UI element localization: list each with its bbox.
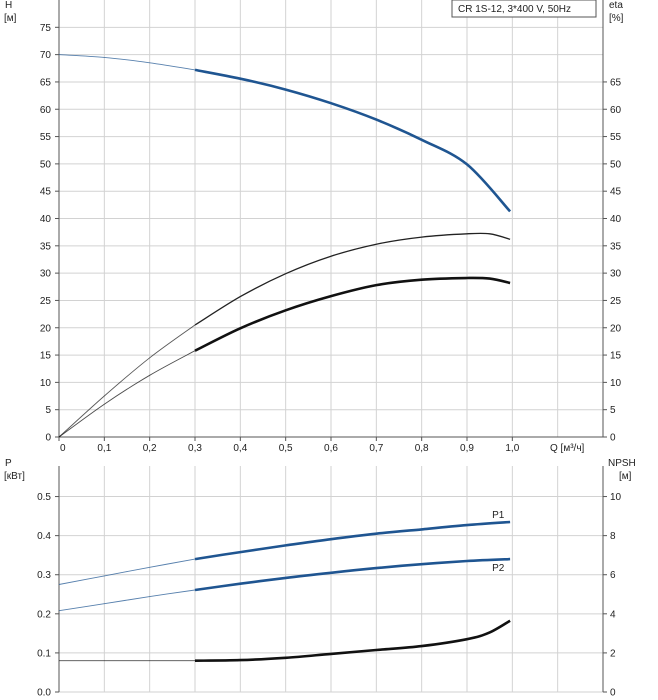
x-tick-label: 0,9 [460, 443, 474, 454]
y-right-tick-label: 10 [610, 378, 622, 389]
series-0-extrapolated-line [58, 558, 196, 585]
y-left-tick-label: 35 [40, 241, 52, 252]
y-left-tick-label: 0.5 [37, 492, 51, 503]
legend-title: CR 1S-12, 3*400 V, 50Hz [458, 4, 571, 15]
series-label-p2: P2 [492, 563, 505, 574]
series-0-line [194, 68, 512, 213]
power-npsh-chart: 0.0 0.1 0.2 0.3 0.4 0.5 0 2 4 6 8 10 P [кВт] NPSH [м] P1… [4, 458, 636, 699]
x-tick-label: 0,6 [324, 443, 338, 454]
y-left-tick-label: 30 [40, 269, 52, 280]
y-left-tick-label: 0.2 [37, 609, 51, 620]
y-right-tick-label: 40 [610, 214, 622, 225]
y-right-axis-unit: [%] [609, 13, 624, 24]
y-right-tick-label: 30 [610, 269, 622, 280]
series-2-line [194, 619, 511, 662]
head-efficiency-chart: 0 5 10 15 20 25 30 35 40 45 50 55 60 65 70 75 0 5 10 15 20 25… [4, 0, 624, 454]
y-right-tick-label: 0 [610, 688, 616, 699]
y-left-tick-label: 0.3 [37, 570, 51, 581]
series-1-extrapolated-line [58, 589, 196, 612]
y-right-tick-label: 15 [610, 351, 622, 362]
y-right-tick-label: 65 [610, 77, 622, 88]
y-left-tick-label: 0 [45, 433, 51, 444]
y-right-tick-label: 35 [610, 241, 622, 252]
y-left-tick-label: 0.1 [37, 648, 51, 659]
series-label-p1: P1 [492, 510, 505, 521]
series-2-line [194, 276, 511, 352]
y-right-tick-label: 5 [610, 405, 616, 416]
y-left-tick-label: 70 [40, 50, 52, 61]
y-left-tick-label: 45 [40, 187, 52, 198]
y-left-tick-label: 15 [40, 351, 52, 362]
y-left-tick-label: 55 [40, 132, 52, 143]
x-axis-label: Q [м³/ч] [550, 443, 585, 454]
x-tick-label: 0,2 [143, 443, 157, 454]
y-right-tick-label: 55 [610, 132, 622, 143]
series-0-extrapolated-line [58, 54, 196, 71]
y-right-tick-label: 0 [610, 433, 616, 444]
y-left-tick-label: 0.0 [37, 688, 51, 699]
x-tick-label: 0 [60, 443, 66, 454]
y-right-tick-label: 10 [610, 492, 622, 503]
y-right-axis-label: eta [609, 0, 623, 11]
y-right-tick-label: 8 [610, 531, 616, 542]
y-left-tick-label: 10 [40, 378, 52, 389]
series-1-line [194, 232, 511, 326]
y-right-tick-label: 50 [610, 159, 622, 170]
x-tick-label: 0,7 [369, 443, 383, 454]
y-left-tick-label: 40 [40, 214, 52, 225]
y-right-tick-label: 20 [610, 323, 622, 334]
y-left-axis-unit: [кВт] [4, 471, 25, 482]
y-right-axis-unit: [м] [619, 471, 632, 482]
y-left-tick-label: 25 [40, 296, 52, 307]
series-1-extrapolated-line [58, 324, 196, 438]
y-left-tick-label: 65 [40, 77, 52, 88]
y-left-axis-label: H [5, 0, 12, 11]
y-left-axis-unit: [м] [4, 13, 17, 24]
x-tick-label: 0,4 [233, 443, 247, 454]
x-tick-label: 0,8 [415, 443, 429, 454]
y-right-tick-label: 45 [610, 187, 622, 198]
x-tick-label: 0,1 [97, 443, 111, 454]
y-left-tick-label: 5 [45, 405, 51, 416]
y-left-tick-label: 20 [40, 323, 52, 334]
y-right-tick-label: 25 [610, 296, 622, 307]
y-right-tick-label: 60 [610, 105, 622, 116]
y-right-tick-label: 2 [610, 648, 616, 659]
y-right-axis-label: NPSH [608, 458, 636, 469]
y-left-tick-label: 50 [40, 159, 52, 170]
series-1-line [194, 557, 511, 592]
y-left-tick-label: 75 [40, 23, 52, 34]
series-2-extrapolated-line [58, 350, 196, 438]
y-right-tick-label: 4 [610, 609, 616, 620]
x-tick-label: 1,0 [505, 443, 519, 454]
x-tick-label: 0,5 [279, 443, 293, 454]
y-left-axis-label: P [5, 458, 12, 469]
x-tick-label: 0,3 [188, 443, 202, 454]
y-right-tick-label: 6 [610, 570, 616, 581]
legend-box: CR 1S-12, 3*400 V, 50Hz [451, 0, 597, 18]
y-left-tick-label: 0.4 [37, 531, 51, 542]
y-left-tick-label: 60 [40, 105, 52, 116]
series-0-line [194, 520, 511, 561]
